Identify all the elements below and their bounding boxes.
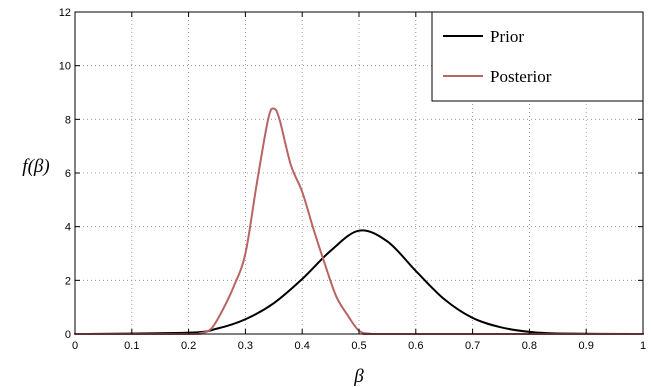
x-axis-label: β xyxy=(353,366,364,387)
y-tick-label: 6 xyxy=(65,168,71,180)
x-tick-label: 0.8 xyxy=(522,340,537,352)
legend-box xyxy=(431,11,644,102)
y-axis-label: f(β) xyxy=(22,156,49,177)
x-tick-label: 1 xyxy=(640,340,646,352)
ticks xyxy=(74,11,644,335)
x-tick-label: 0 xyxy=(72,340,78,352)
x-tick-label: 0.6 xyxy=(408,340,423,352)
x-tick-label: 0.7 xyxy=(465,340,480,352)
x-tick-label: 0.4 xyxy=(295,340,310,352)
y-tick-label: 4 xyxy=(65,222,71,234)
legend: Prior Posterior xyxy=(431,11,644,102)
legend-label-prior: Prior xyxy=(490,27,524,46)
legend-label-posterior: Posterior xyxy=(490,67,552,86)
x-tick-label: 0.2 xyxy=(181,340,196,352)
series-layer xyxy=(74,107,644,335)
y-tick-label: 10 xyxy=(59,61,71,73)
series-line-posterior xyxy=(74,107,644,335)
y-tick-label: 0 xyxy=(65,329,71,341)
x-tick-label: 0.1 xyxy=(124,340,139,352)
series-line-prior xyxy=(74,229,644,335)
x-tick-label: 0.9 xyxy=(579,340,594,352)
y-tick-label: 8 xyxy=(65,114,71,126)
x-tick-label: 0.5 xyxy=(351,340,366,352)
y-tick-label: 12 xyxy=(59,7,71,19)
x-tick-label: 0.3 xyxy=(238,340,253,352)
y-tick-label: 2 xyxy=(65,275,71,287)
